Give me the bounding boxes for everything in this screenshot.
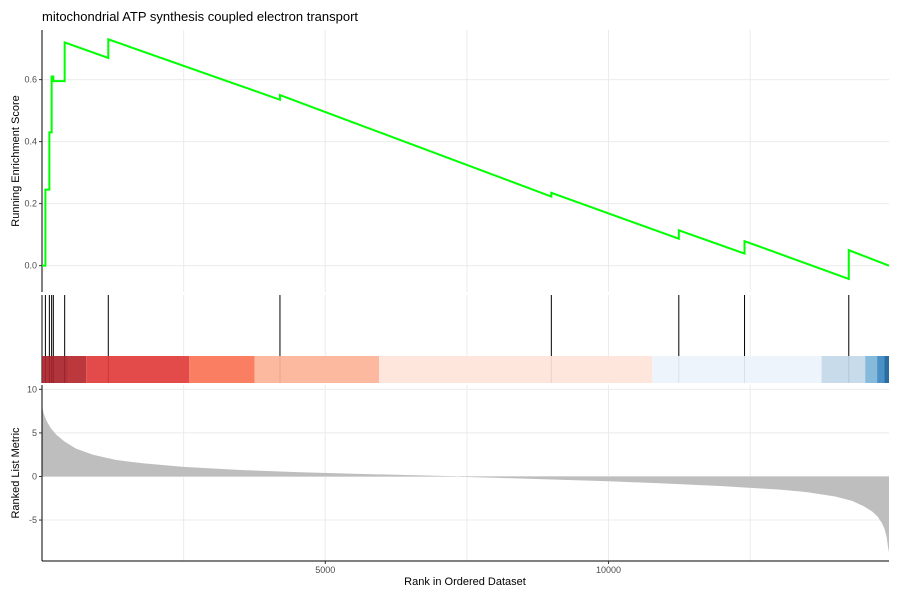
color-bar-segment xyxy=(865,356,878,383)
color-bar-segment xyxy=(254,356,380,383)
y-tick-label: 0 xyxy=(32,471,37,481)
ranked-metric-panel: -5 0 5 10 5000 10000 Ranked List Metric Rank… xyxy=(10,384,889,588)
color-bar-segment xyxy=(42,356,68,383)
color-bar-segment xyxy=(884,356,889,383)
enrichment-score-line xyxy=(42,37,890,281)
color-bar-segment xyxy=(67,356,87,383)
x-tick-label: 10000 xyxy=(596,565,621,575)
y-tick-label: 0.4 xyxy=(24,137,37,147)
ranked-metric-area xyxy=(42,405,889,553)
y-tick-label: -5 xyxy=(29,515,37,525)
y-tick-label: 10 xyxy=(27,384,37,394)
color-bar-segment xyxy=(189,356,255,383)
color-bar-segment xyxy=(821,356,866,383)
ranked-y-ticks: -5 0 5 10 xyxy=(27,384,42,525)
enrichment-score-panel: 0.0 0.2 0.4 0.6 Running Enrichment Score xyxy=(10,30,890,292)
plot-title: mitochondrial ATP synthesis coupled elec… xyxy=(42,9,358,24)
rank-color-bar xyxy=(42,356,889,383)
color-bar-segment xyxy=(652,356,822,383)
enrichment-gridlines xyxy=(42,30,889,292)
ranked-y-axis-title: Ranked List Metric xyxy=(10,427,22,519)
x-tick-label: 5000 xyxy=(315,565,335,575)
y-tick-label: 0.0 xyxy=(24,261,37,271)
x-axis-title: Rank in Ordered Dataset xyxy=(404,576,526,588)
x-ticks: 5000 10000 xyxy=(315,561,621,575)
hits-panel xyxy=(41,295,889,383)
color-bar-segment xyxy=(877,356,885,383)
y-tick-label: 5 xyxy=(32,428,37,438)
y-tick-label: 0.6 xyxy=(24,75,37,85)
color-bar-segment xyxy=(379,356,653,383)
enrichment-y-axis-title: Running Enrichment Score xyxy=(10,95,22,226)
y-tick-label: 0.2 xyxy=(24,199,37,209)
color-bar-segment xyxy=(86,356,190,383)
enrichment-y-ticks: 0.0 0.2 0.4 0.6 xyxy=(24,75,42,271)
